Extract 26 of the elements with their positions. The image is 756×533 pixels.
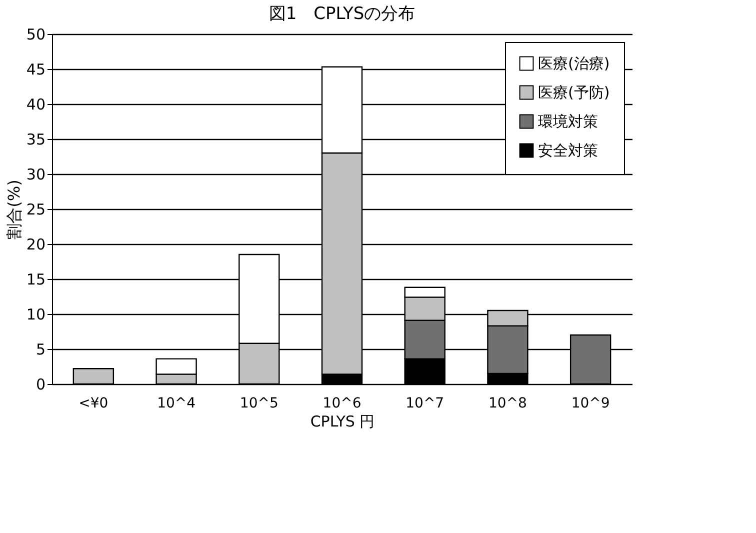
- x-tick-label: 10^5: [240, 396, 278, 412]
- y-axis-title: 割合(%): [4, 180, 24, 240]
- y-tick-label: 0: [36, 376, 46, 394]
- x-tick-label: 10^7: [406, 396, 444, 412]
- y-tick-label: 10: [26, 306, 46, 324]
- x-axis-title: CPLYS 円: [310, 412, 375, 430]
- x-tick-label: 10^6: [322, 396, 362, 412]
- y-tick-label: 50: [26, 26, 46, 44]
- y-tick-label: 45: [26, 60, 46, 78]
- legend-label: 環境対策: [538, 112, 598, 130]
- y-tick-label: 40: [26, 96, 46, 114]
- y-tick-label: 5: [36, 340, 46, 358]
- legend-label: 医療(予防): [538, 84, 610, 102]
- x-tick-label: <¥0: [78, 396, 108, 412]
- y-tick-label: 30: [26, 166, 46, 184]
- legend-label: 安全対策: [538, 142, 598, 160]
- y-tick-label: 35: [26, 130, 46, 148]
- bar: [72, 368, 114, 385]
- x-tick-label: 10^9: [571, 396, 610, 412]
- chart-title: 図1 CPLYSの分布: [268, 4, 416, 24]
- legend-label: 医療(治療): [538, 54, 610, 72]
- x-tick-label: 10^8: [488, 396, 527, 412]
- y-tick-label: 25: [26, 200, 46, 218]
- x-tick-label: 10^4: [157, 396, 196, 412]
- y-tick-label: 20: [26, 236, 46, 254]
- y-tick-label: 15: [26, 270, 46, 288]
